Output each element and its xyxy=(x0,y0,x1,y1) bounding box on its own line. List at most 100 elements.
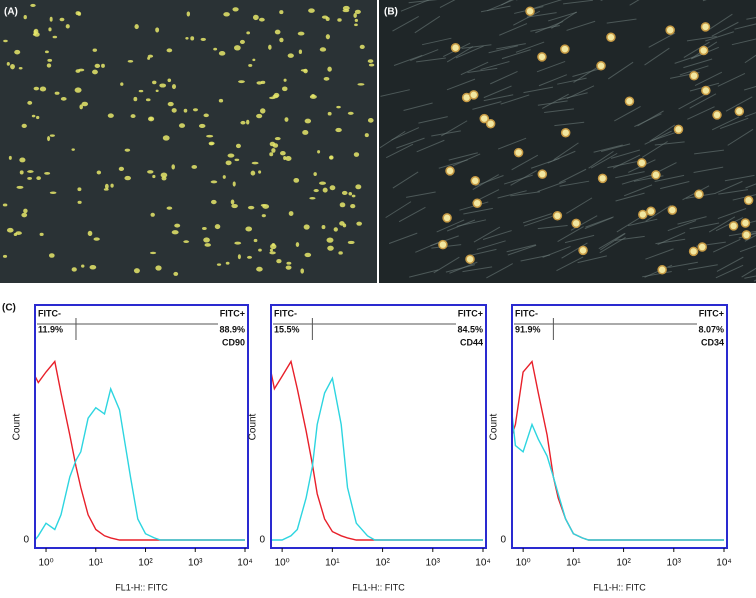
cell xyxy=(162,135,170,141)
cell xyxy=(646,206,656,217)
cell xyxy=(60,97,67,101)
fiber xyxy=(615,192,645,202)
x-axis-label: FL1-H:: FITC xyxy=(115,582,168,592)
cell xyxy=(54,91,60,95)
cell xyxy=(59,17,65,22)
cell xyxy=(525,6,535,16)
cell xyxy=(74,87,82,93)
cell xyxy=(445,166,455,176)
cell xyxy=(698,45,709,56)
cell xyxy=(250,170,256,176)
fiber xyxy=(683,41,710,58)
fiber xyxy=(667,220,697,232)
cell xyxy=(214,224,221,230)
fiber xyxy=(708,216,736,233)
cell xyxy=(52,35,58,39)
cell xyxy=(288,211,294,217)
fiber xyxy=(523,215,553,227)
cell xyxy=(49,134,55,137)
fiber xyxy=(416,57,446,63)
fiber xyxy=(554,121,585,127)
x-tick-label: 10¹ xyxy=(566,558,581,569)
cell xyxy=(364,133,369,138)
cell xyxy=(279,151,286,156)
histogram-line xyxy=(34,386,245,541)
fiber xyxy=(511,154,539,171)
cell xyxy=(103,188,109,191)
gate-label: FITC- xyxy=(274,308,297,318)
cell xyxy=(537,52,547,62)
cell xyxy=(338,251,343,255)
cell xyxy=(155,89,159,93)
fiber xyxy=(679,65,709,76)
fiber xyxy=(501,49,531,60)
cell xyxy=(638,209,648,220)
cell xyxy=(77,187,82,192)
fiber xyxy=(438,159,468,169)
cell xyxy=(321,225,326,230)
cell xyxy=(81,264,85,268)
cell xyxy=(133,268,140,274)
fiber xyxy=(745,183,756,189)
cell xyxy=(223,12,230,17)
cell xyxy=(79,104,83,110)
cell xyxy=(271,148,276,153)
cell xyxy=(225,261,230,265)
cell xyxy=(225,160,232,166)
cell xyxy=(689,71,699,81)
cell xyxy=(276,259,282,264)
fiber xyxy=(621,175,651,185)
gate-label: FITC+ xyxy=(220,308,245,318)
fiber xyxy=(392,171,419,189)
cell xyxy=(81,101,89,107)
histogram-line xyxy=(271,376,483,541)
gate-value: 91.9% xyxy=(515,324,541,334)
fiber xyxy=(483,85,512,99)
cell xyxy=(147,56,151,60)
cell xyxy=(147,170,154,174)
cell xyxy=(333,227,338,232)
cell xyxy=(147,116,155,122)
cell xyxy=(246,31,251,35)
cell xyxy=(167,101,174,107)
cell xyxy=(178,123,186,128)
cell xyxy=(230,199,235,205)
fiber xyxy=(408,0,438,4)
marker-label: CD44 xyxy=(460,337,483,347)
fiber xyxy=(500,94,530,105)
cell xyxy=(2,203,8,207)
fiber xyxy=(694,149,724,155)
cell xyxy=(118,166,125,172)
cell xyxy=(261,214,266,218)
cell xyxy=(21,123,27,129)
fiber xyxy=(749,232,756,236)
y-tick-label: 0 xyxy=(500,535,506,546)
histogram-line xyxy=(270,359,483,541)
cell xyxy=(298,49,303,55)
cell xyxy=(353,13,357,19)
cell xyxy=(48,27,52,32)
fiber xyxy=(526,12,557,18)
fiber xyxy=(507,244,537,256)
fiber xyxy=(416,139,445,153)
fiber xyxy=(744,54,756,64)
fiber xyxy=(712,238,741,253)
fiber xyxy=(557,77,587,85)
fiber xyxy=(463,207,493,215)
cell xyxy=(368,63,375,67)
cell xyxy=(465,254,475,264)
fiber xyxy=(472,101,502,110)
cell xyxy=(190,36,195,41)
cell xyxy=(354,23,358,27)
fiber xyxy=(654,141,685,146)
cell xyxy=(479,113,490,124)
cell xyxy=(734,106,745,117)
gate-label: FITC- xyxy=(38,308,61,318)
fiber xyxy=(715,264,744,279)
cell xyxy=(308,8,315,13)
cell xyxy=(260,108,266,114)
cell xyxy=(251,161,259,165)
cell xyxy=(19,157,26,163)
fiber xyxy=(711,21,739,37)
fiber xyxy=(694,71,723,86)
